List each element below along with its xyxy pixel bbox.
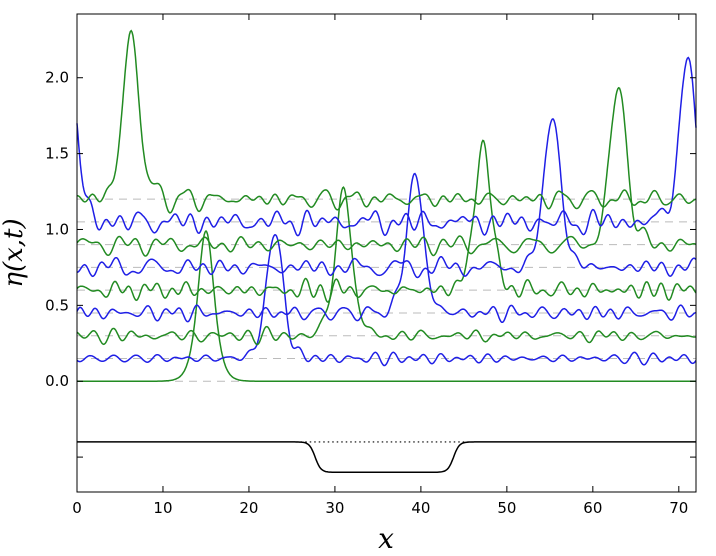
y-tick-label-2: 1.0 bbox=[45, 220, 69, 238]
x-tick-label-1: 10 bbox=[153, 499, 172, 517]
y-axis-ticks: 0.0 0.5 1.0 1.5 2.0 bbox=[45, 69, 696, 458]
x-tick-label-2: 20 bbox=[239, 499, 258, 517]
y-axis-label: η(x,t) bbox=[0, 218, 29, 287]
x-tick-label-0: 0 bbox=[72, 499, 82, 517]
wave-series-5 bbox=[76, 118, 697, 279]
wave-series-7 bbox=[76, 56, 697, 237]
plot-frame bbox=[76, 13, 697, 493]
x-tick-label-5: 50 bbox=[497, 499, 516, 517]
wave-series-0 bbox=[77, 229, 696, 382]
x-axis-label: x bbox=[378, 522, 394, 555]
wave-series-1 bbox=[76, 234, 697, 367]
x-tick-label-4: 40 bbox=[411, 499, 430, 517]
wave-series-6 bbox=[76, 86, 697, 257]
x-tick-label-3: 30 bbox=[325, 499, 344, 517]
y-tick-label-0: 0.0 bbox=[45, 372, 69, 390]
wave-series-8 bbox=[77, 29, 697, 214]
wave-series-4 bbox=[76, 139, 697, 303]
x-tick-label-7: 70 bbox=[669, 499, 688, 517]
series-group bbox=[76, 29, 697, 382]
x-axis-ticks: 0 10 20 30 40 50 60 70 bbox=[72, 14, 688, 517]
x-tick-label-6: 60 bbox=[583, 499, 602, 517]
bathymetry-profile bbox=[77, 441, 696, 474]
y-tick-label-4: 2.0 bbox=[45, 69, 69, 87]
wave-series-2 bbox=[76, 186, 697, 346]
y-tick-label-3: 1.5 bbox=[45, 145, 69, 163]
bathymetry-group bbox=[77, 441, 696, 474]
wave-series-3 bbox=[76, 172, 697, 324]
y-tick-label-1: 0.5 bbox=[45, 296, 69, 314]
